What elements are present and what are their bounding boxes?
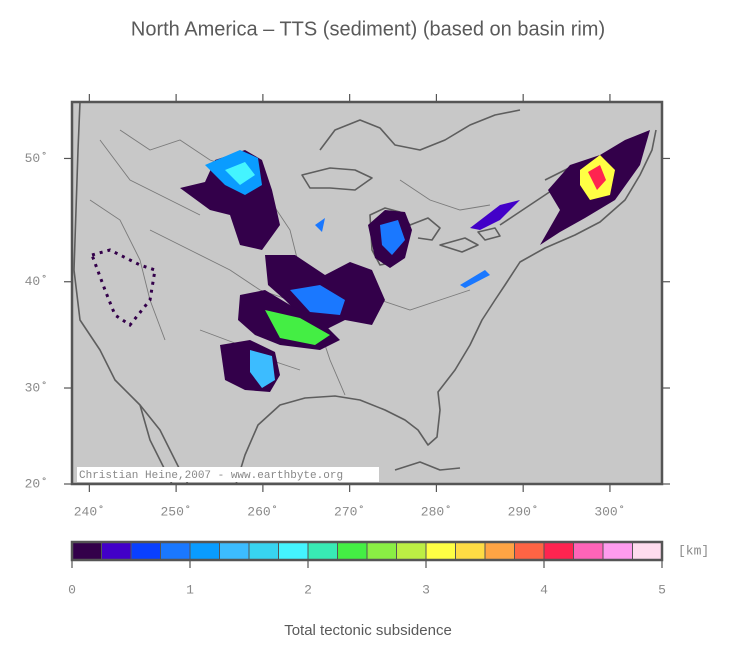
y-tick-label: 40˚ — [25, 274, 48, 289]
x-tick-label: 250˚ — [161, 504, 192, 519]
map-title: North America – TTS (sediment) (based on… — [131, 18, 605, 40]
colorbar-tick-label: 4 — [540, 582, 548, 597]
colorbar-swatch — [573, 542, 604, 560]
colorbar-swatch — [160, 542, 191, 560]
colorbar-tick-label: 2 — [304, 582, 312, 597]
colorbar-swatch — [337, 542, 368, 560]
colorbar-swatch — [514, 542, 545, 560]
colorbar-swatch — [308, 542, 338, 560]
x-tick-label: 290˚ — [508, 504, 539, 519]
colorbar-swatch — [131, 542, 161, 560]
colorbar-swatch — [603, 542, 633, 560]
colorbar-unit: [km] — [678, 543, 709, 558]
colorbar-tick-label: 0 — [68, 582, 76, 597]
credit: Christian Heine,2007 - www.earthbyte.org — [79, 470, 343, 482]
colorbar-swatch — [249, 542, 279, 560]
colorbar-tick-label: 3 — [422, 582, 430, 597]
map-frame — [70, 100, 664, 486]
x-tick-label: 240˚ — [74, 504, 105, 519]
colorbar-swatch — [190, 542, 220, 560]
colorbar-swatch — [367, 542, 397, 560]
colorbar-label: Total tectonic subsidence — [284, 622, 452, 639]
x-tick-label: 260˚ — [247, 504, 278, 519]
colorbar-swatch — [426, 542, 456, 560]
y-tick-label: 50˚ — [25, 151, 48, 166]
colorbar-swatch — [278, 542, 309, 560]
colorbar-swatch — [632, 542, 663, 560]
colorbar-swatch — [72, 542, 102, 560]
colorbar-tick-label: 5 — [658, 582, 666, 597]
colorbar-tick-label: 1 — [186, 582, 194, 597]
y-tick-label: 20˚ — [25, 476, 48, 491]
x-tick-label: 270˚ — [334, 504, 365, 519]
colorbar-swatch — [101, 542, 132, 560]
x-tick-label: 280˚ — [421, 504, 452, 519]
colorbar-frame — [70, 540, 664, 562]
subsidence-basins — [90, 130, 650, 392]
x-tick-label: 300˚ — [594, 504, 625, 519]
colorbar-swatch — [455, 542, 486, 560]
credit-box — [77, 467, 379, 482]
colorbar-swatch — [485, 542, 515, 560]
colorbar-swatch — [544, 542, 574, 560]
colorbar-swatch — [396, 542, 427, 560]
y-tick-label: 30˚ — [25, 380, 48, 395]
colorbar-swatch — [219, 542, 250, 560]
